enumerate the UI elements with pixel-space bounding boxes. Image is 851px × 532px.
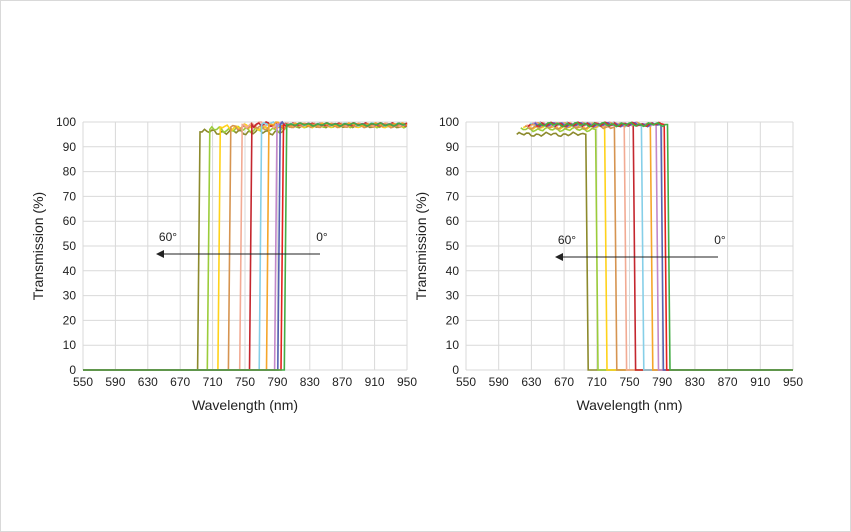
arrow-head-icon — [555, 253, 563, 261]
series-line-45° — [524, 123, 793, 371]
y-tick-label: 80 — [446, 165, 460, 179]
annotation-end: 60° — [558, 233, 576, 247]
x-tick-label: 670 — [554, 375, 574, 389]
x-tick-label: 750 — [235, 375, 255, 389]
y-tick-label: 80 — [63, 165, 77, 179]
series-line-0° — [83, 122, 406, 371]
annotation-start: 0° — [714, 233, 726, 247]
y-tick-label: 0 — [69, 363, 76, 377]
x-tick-label: 630 — [138, 375, 158, 389]
y-tick-label: 40 — [63, 264, 77, 278]
x-tick-label: 590 — [105, 375, 125, 389]
arrow-head-icon — [156, 250, 164, 258]
x-axis-label: Wavelength (nm) — [576, 397, 682, 413]
y-tick-label: 0 — [452, 363, 459, 377]
y-tick-label: 60 — [63, 214, 77, 228]
y-tick-label: 30 — [446, 289, 460, 303]
y-tick-label: 10 — [446, 338, 460, 352]
x-tick-label: 950 — [783, 375, 803, 389]
x-tick-label: 590 — [489, 375, 509, 389]
y-tick-label: 100 — [56, 115, 76, 129]
y-tick-label: 90 — [63, 140, 77, 154]
y-tick-label: 60 — [446, 214, 460, 228]
x-tick-label: 550 — [456, 375, 476, 389]
x-tick-label: 630 — [521, 375, 541, 389]
y-tick-label: 40 — [446, 264, 460, 278]
y-axis-label: Transmission (%) — [413, 192, 429, 300]
x-tick-label: 830 — [685, 375, 705, 389]
x-tick-label: 670 — [170, 375, 190, 389]
x-tick-label: 910 — [750, 375, 770, 389]
x-tick-label: 550 — [73, 375, 93, 389]
x-tick-label: 710 — [203, 375, 223, 389]
y-tick-label: 30 — [63, 289, 77, 303]
x-tick-label: 950 — [397, 375, 417, 389]
y-tick-label: 100 — [439, 115, 459, 129]
x-tick-label: 870 — [718, 375, 738, 389]
y-tick-label: 20 — [446, 313, 460, 327]
x-tick-label: 870 — [332, 375, 352, 389]
series-line-45° — [83, 122, 406, 371]
annotation-start: 0° — [316, 230, 328, 244]
x-tick-label: 790 — [267, 375, 287, 389]
x-tick-label: 750 — [619, 375, 639, 389]
y-tick-label: 50 — [63, 239, 77, 253]
x-tick-label: 830 — [300, 375, 320, 389]
y-axis-label: Transmission (%) — [30, 192, 46, 300]
y-tick-label: 20 — [63, 313, 77, 327]
y-tick-label: 70 — [446, 189, 460, 203]
series-line-55° — [520, 126, 793, 371]
x-tick-label: 710 — [587, 375, 607, 389]
y-tick-label: 70 — [63, 189, 77, 203]
y-tick-label: 50 — [446, 239, 460, 253]
series-line-60° — [516, 131, 793, 371]
x-axis-label: Wavelength (nm) — [192, 397, 298, 413]
y-tick-label: 10 — [63, 338, 77, 352]
y-tick-label: 90 — [446, 140, 460, 154]
series-line-0° — [537, 121, 793, 371]
annotation-end: 60° — [159, 230, 177, 244]
x-tick-label: 790 — [652, 375, 672, 389]
x-tick-label: 910 — [365, 375, 385, 389]
